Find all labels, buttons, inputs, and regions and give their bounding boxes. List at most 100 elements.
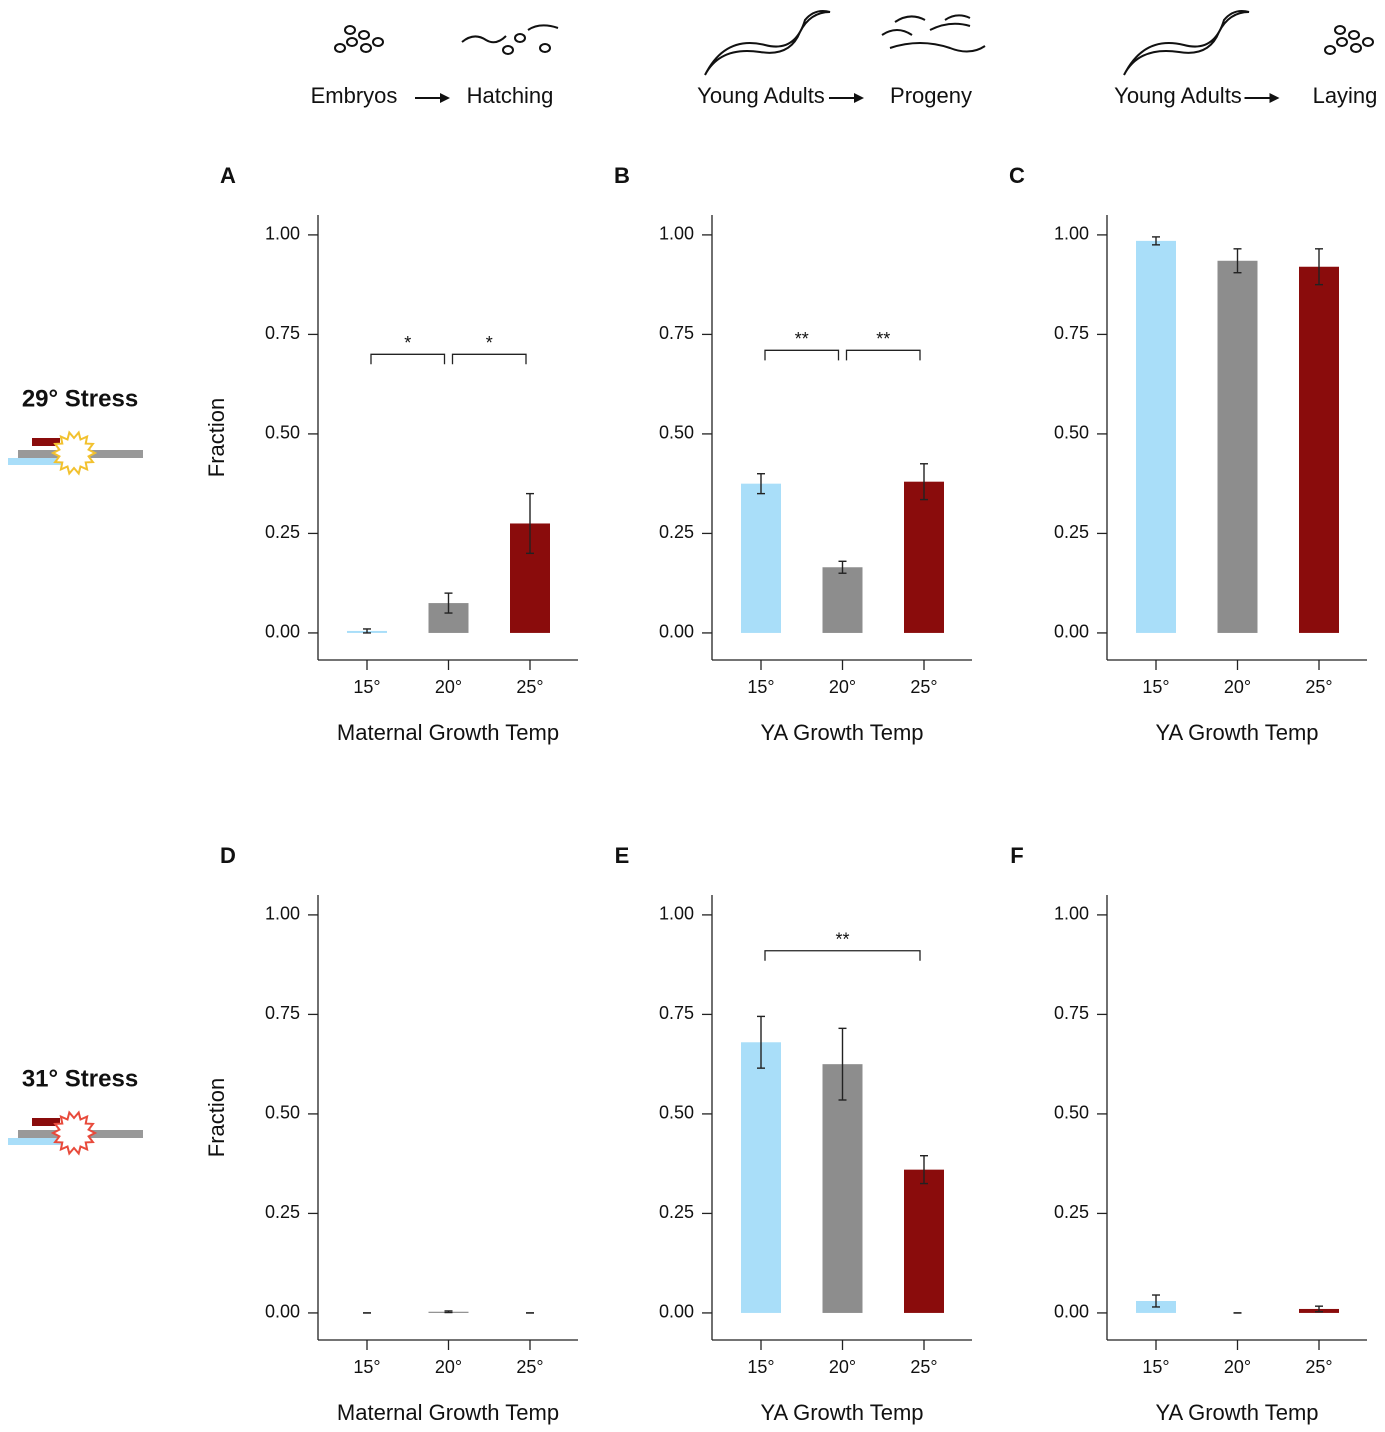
y-axis-label: Fraction <box>204 398 229 477</box>
bar <box>822 567 863 633</box>
x-axis-label: YA Growth Temp <box>1155 720 1318 745</box>
x-tick-label: 15° <box>747 677 774 697</box>
error-bar <box>838 1027 847 1101</box>
bar <box>1217 260 1258 633</box>
error-bar <box>1152 236 1160 246</box>
bar-icon <box>32 1118 60 1126</box>
x-tick-label: 15° <box>1142 1357 1169 1377</box>
y-tick-label: 0.75 <box>1054 1003 1089 1023</box>
y-tick-label: 0.50 <box>659 423 694 443</box>
adult-worm <box>704 10 831 76</box>
x-tick-label: 20° <box>1224 677 1251 697</box>
x-tick-label: 25° <box>516 677 543 697</box>
significance-label: * <box>486 333 493 353</box>
y-tick-label: 0.75 <box>659 323 694 343</box>
x-tick-label: 20° <box>829 1357 856 1377</box>
bar <box>904 481 944 633</box>
y-tick-label: 1.00 <box>659 224 694 244</box>
error-bar <box>920 1155 928 1185</box>
bar <box>1136 240 1176 633</box>
error-bar <box>526 492 534 555</box>
bar-icon <box>32 438 60 446</box>
significance-bracket <box>764 950 921 961</box>
arrow-head <box>1269 93 1280 103</box>
x-axis-label: Maternal Growth Temp <box>337 720 559 745</box>
stage-from: Embryos <box>311 83 398 108</box>
y-tick-label: 0.25 <box>1054 1202 1089 1222</box>
error-bar <box>444 1310 453 1314</box>
y-tick-label: 1.00 <box>659 904 694 924</box>
panel-label: C <box>1009 163 1025 188</box>
y-tick-label: 1.00 <box>1054 904 1089 924</box>
error-bar <box>757 1015 765 1069</box>
x-tick-label: 15° <box>353 677 380 697</box>
x-tick-label: 25° <box>1305 1357 1332 1377</box>
error-bar <box>1315 248 1323 286</box>
row-label: 29° Stress <box>22 385 138 412</box>
x-tick-label: 25° <box>516 1357 543 1377</box>
worm <box>461 35 507 44</box>
panel-label: B <box>614 163 630 188</box>
panel-label: E <box>615 843 630 868</box>
error-bar <box>444 592 453 614</box>
y-tick-label: 0.50 <box>265 423 300 443</box>
y-tick-label: 0.00 <box>265 1302 300 1322</box>
y-tick-label: 0.75 <box>659 1003 694 1023</box>
significance-bracket <box>764 349 840 361</box>
y-tick-label: 1.00 <box>1054 224 1089 244</box>
panel-label: A <box>220 163 236 188</box>
x-tick-label: 20° <box>435 677 462 697</box>
significance-bracket <box>845 349 921 361</box>
y-tick-label: 0.75 <box>265 1003 300 1023</box>
y-tick-label: 0.00 <box>1054 622 1089 642</box>
x-axis-label: YA Growth Temp <box>760 1400 923 1425</box>
y-tick-label: 0.25 <box>265 1202 300 1222</box>
y-axis-label: Fraction <box>204 1078 229 1157</box>
stage-to: Progeny <box>890 83 972 108</box>
error-bar <box>363 628 371 634</box>
stage-to: Laying <box>1313 83 1378 108</box>
adult-worm <box>1123 10 1250 76</box>
y-tick-label: 0.50 <box>1054 1103 1089 1123</box>
y-tick-label: 0.00 <box>659 1302 694 1322</box>
significance-bracket <box>451 353 527 365</box>
stress-star <box>50 430 98 476</box>
significance-bracket <box>370 353 446 365</box>
x-tick-label: 25° <box>910 1357 937 1377</box>
y-tick-label: 0.25 <box>265 522 300 542</box>
x-tick-label: 20° <box>435 1357 462 1377</box>
error-bar <box>757 473 765 495</box>
y-tick-label: 0.25 <box>659 1202 694 1222</box>
eggs <box>334 25 384 53</box>
bar <box>822 1064 863 1313</box>
error-bar <box>920 463 928 501</box>
y-tick-label: 0.00 <box>265 622 300 642</box>
bar-icon <box>8 1138 63 1145</box>
bar <box>741 483 781 633</box>
y-tick-label: 0.75 <box>1054 323 1089 343</box>
header-icons <box>334 10 1374 76</box>
bar <box>904 1169 944 1313</box>
x-axis-label: YA Growth Temp <box>760 720 923 745</box>
error-bar <box>838 560 847 574</box>
bar <box>741 1042 781 1313</box>
significance-label: ** <box>876 329 890 349</box>
x-tick-label: 20° <box>829 677 856 697</box>
x-tick-label: 15° <box>747 1357 774 1377</box>
significance-label: * <box>404 333 411 353</box>
significance-label: ** <box>835 929 849 949</box>
stage-from: Young Adults <box>1114 83 1242 108</box>
arrow-head <box>440 93 450 103</box>
y-tick-label: 0.50 <box>1054 423 1089 443</box>
bar <box>1299 266 1339 633</box>
y-tick-label: 1.00 <box>265 224 300 244</box>
worm <box>527 24 559 31</box>
x-axis-label: YA Growth Temp <box>1155 1400 1318 1425</box>
error-bar <box>1233 248 1242 274</box>
error-bar <box>1315 1305 1323 1313</box>
x-tick-label: 25° <box>1305 677 1332 697</box>
y-tick-label: 0.00 <box>1054 1302 1089 1322</box>
x-tick-label: 15° <box>1142 677 1169 697</box>
stage-to: Hatching <box>467 83 554 108</box>
